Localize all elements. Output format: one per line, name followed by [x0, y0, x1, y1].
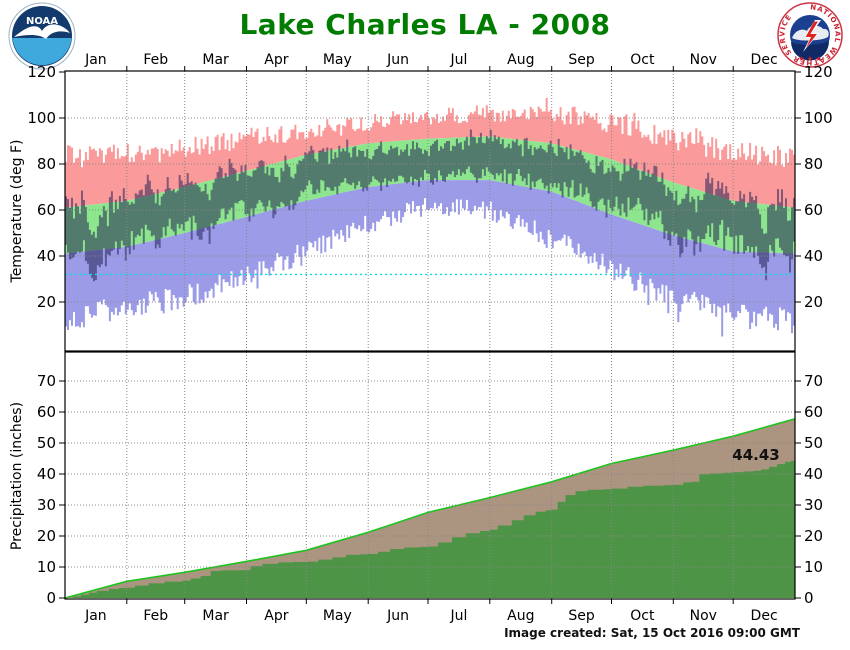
precip-total-annotation: 44.43	[732, 446, 780, 464]
svg-text:Feb: Feb	[143, 608, 168, 624]
svg-text:120: 120	[27, 63, 56, 81]
svg-text:Jan: Jan	[84, 608, 107, 624]
svg-text:Oct: Oct	[630, 608, 655, 624]
svg-text:50: 50	[37, 434, 56, 452]
svg-text:NOAA: NOAA	[26, 16, 58, 27]
image-created-text: Image created: Sat, 15 Oct 2016 09:00 GM…	[504, 626, 800, 640]
svg-text:30: 30	[804, 496, 823, 514]
svg-text:40: 40	[804, 247, 823, 265]
svg-text:Jul: Jul	[449, 52, 467, 68]
svg-text:70: 70	[804, 372, 823, 390]
svg-text:Dec: Dec	[751, 52, 778, 68]
actual-precip-area	[65, 460, 795, 598]
svg-text:0: 0	[46, 589, 56, 607]
svg-text:60: 60	[804, 201, 823, 219]
svg-text:20: 20	[804, 293, 823, 311]
svg-text:10: 10	[37, 558, 56, 576]
svg-text:Oct: Oct	[630, 52, 655, 68]
svg-text:120: 120	[804, 63, 833, 81]
svg-text:Jan: Jan	[84, 52, 107, 68]
svg-text:70: 70	[37, 372, 56, 390]
svg-text:50: 50	[804, 434, 823, 452]
svg-text:May: May	[323, 52, 352, 68]
svg-text:20: 20	[37, 527, 56, 545]
svg-text:80: 80	[37, 155, 56, 173]
svg-text:Jun: Jun	[386, 52, 409, 68]
normal-precip-line	[64, 418, 796, 599]
nws-logo: NATIONAL WEATHER SERVICE ★ ★ ★	[777, 2, 843, 68]
svg-text:40: 40	[804, 465, 823, 483]
svg-text:30: 30	[37, 496, 56, 514]
svg-text:Nov: Nov	[690, 52, 717, 68]
svg-text:Sep: Sep	[568, 52, 595, 68]
grid-and-axes: 20 20 40 40 60 60 80 80 100 100 120 120 0 0 10 10 20 20 30…	[27, 52, 832, 624]
svg-text:0: 0	[804, 589, 814, 607]
svg-text:40: 40	[37, 247, 56, 265]
svg-text:60: 60	[804, 403, 823, 421]
svg-text:40: 40	[37, 465, 56, 483]
svg-text:60: 60	[37, 403, 56, 421]
precipitation-chart	[64, 418, 796, 599]
svg-text:10: 10	[804, 558, 823, 576]
svg-text:100: 100	[804, 109, 833, 127]
svg-text:80: 80	[804, 155, 823, 173]
svg-text:60: 60	[37, 201, 56, 219]
svg-text:May: May	[323, 608, 352, 624]
svg-text:Jul: Jul	[449, 608, 467, 624]
svg-text:Aug: Aug	[507, 608, 534, 624]
svg-text:Aug: Aug	[507, 52, 534, 68]
svg-text:Jun: Jun	[386, 608, 409, 624]
page-title: Lake Charles LA - 2008	[239, 8, 611, 41]
temperature-chart	[65, 98, 795, 337]
noaa-logo: NOAA	[8, 2, 76, 70]
svg-text:Mar: Mar	[202, 52, 229, 68]
svg-text:Mar: Mar	[202, 608, 229, 624]
svg-text:Apr: Apr	[264, 608, 288, 624]
svg-text:Dec: Dec	[751, 608, 778, 624]
svg-text:Feb: Feb	[143, 52, 168, 68]
svg-text:20: 20	[37, 293, 56, 311]
svg-text:★ ★ ★: ★ ★ ★	[798, 55, 821, 63]
svg-text:Apr: Apr	[264, 52, 288, 68]
svg-text:Sep: Sep	[568, 608, 595, 624]
daily-temperature-range-bars	[65, 129, 795, 282]
svg-text:100: 100	[27, 109, 56, 127]
svg-text:20: 20	[804, 527, 823, 545]
svg-text:Nov: Nov	[690, 608, 717, 624]
